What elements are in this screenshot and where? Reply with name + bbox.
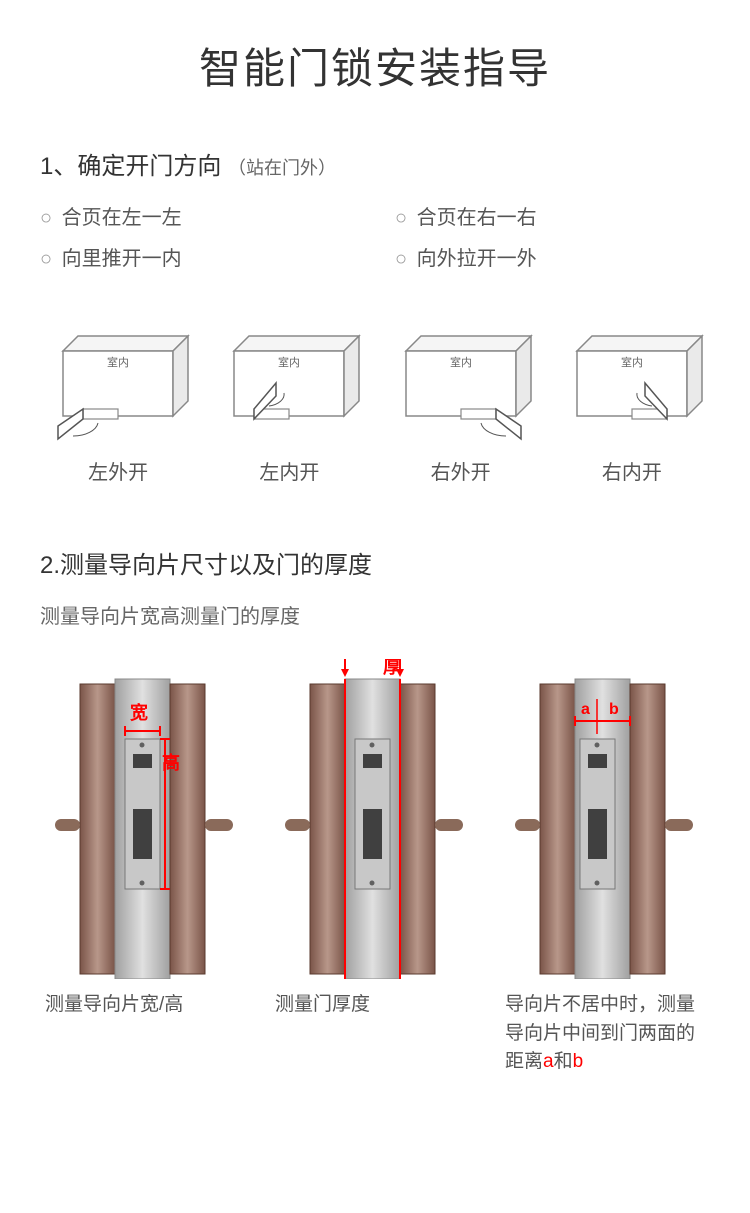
room-label: 室内 <box>107 355 129 369</box>
lock-diagram: 宽 高 测量导向片宽/高 <box>40 659 250 1077</box>
svg-text:室内: 室内 <box>621 355 643 369</box>
step2-heading: 2.测量导向片尺寸以及门的厚度 <box>40 545 710 580</box>
svg-text:b: b <box>609 701 619 718</box>
bullet-item: 合页在左一左 <box>40 201 355 230</box>
lock3-a: a <box>543 1051 554 1072</box>
lock-label: 导向片不居中时，测量导向片中间到门两面的距离a和b <box>500 991 710 1077</box>
bullet-item: 合页在右一右 <box>395 201 710 230</box>
bullet-item: 向里推开一内 <box>40 242 355 271</box>
door-label: 右外开 <box>431 456 491 485</box>
step1-bullets: 合页在左一左 合页在右一右 向里推开一内 向外拉开一外 <box>40 201 710 271</box>
lock3-b: b <box>573 1051 584 1072</box>
door-label: 左外开 <box>88 456 148 485</box>
svg-text:宽: 宽 <box>130 702 148 723</box>
door-label: 右内开 <box>602 456 662 485</box>
lock-diagram: 厚 测量门厚度 <box>270 659 480 1077</box>
step1-subheading: （站在门外） <box>228 158 336 178</box>
lock3-text-pre: 导向片不居中时，测量导向片中间到门两面的距离 <box>505 994 695 1072</box>
lock3-and: 和 <box>554 1051 573 1072</box>
page-title: 智能门锁安装指导 <box>40 35 710 96</box>
svg-text:厚: 厚 <box>383 659 401 677</box>
svg-text:室内: 室内 <box>278 355 300 369</box>
lock-label: 测量门厚度 <box>270 991 480 1020</box>
door-diagram: 室内 左内开 <box>211 311 367 485</box>
door-diagram: 室内 右外开 <box>383 311 539 485</box>
svg-text:a: a <box>581 701 590 718</box>
lock-label: 测量导向片宽/高 <box>40 991 250 1020</box>
door-diagram-row: 室内 左外开 室内 <box>40 311 710 485</box>
lock-diagram-row: 宽 高 测量导向片宽/高 <box>40 659 710 1077</box>
door-label: 左内开 <box>259 456 319 485</box>
door-diagram: 室内 左外开 <box>40 311 196 485</box>
step2-section: 2.测量导向片尺寸以及门的厚度 测量导向片宽高测量门的厚度 <box>40 545 710 1077</box>
door-diagram: 室内 右内开 <box>554 311 710 485</box>
svg-text:室内: 室内 <box>450 355 472 369</box>
step1-heading-text: 1、确定开门方向 <box>40 153 221 180</box>
lock-diagram: a b 导向片不居中时，测量导向片中间到门两面的距离a和b <box>500 659 710 1077</box>
step1-heading: 1、确定开门方向 （站在门外） <box>40 146 710 181</box>
bullet-item: 向外拉开一外 <box>395 242 710 271</box>
step1-section: 1、确定开门方向 （站在门外） 合页在左一左 合页在右一右 向里推开一内 向外拉… <box>40 146 710 485</box>
step2-subheading: 测量导向片宽高测量门的厚度 <box>40 600 710 629</box>
